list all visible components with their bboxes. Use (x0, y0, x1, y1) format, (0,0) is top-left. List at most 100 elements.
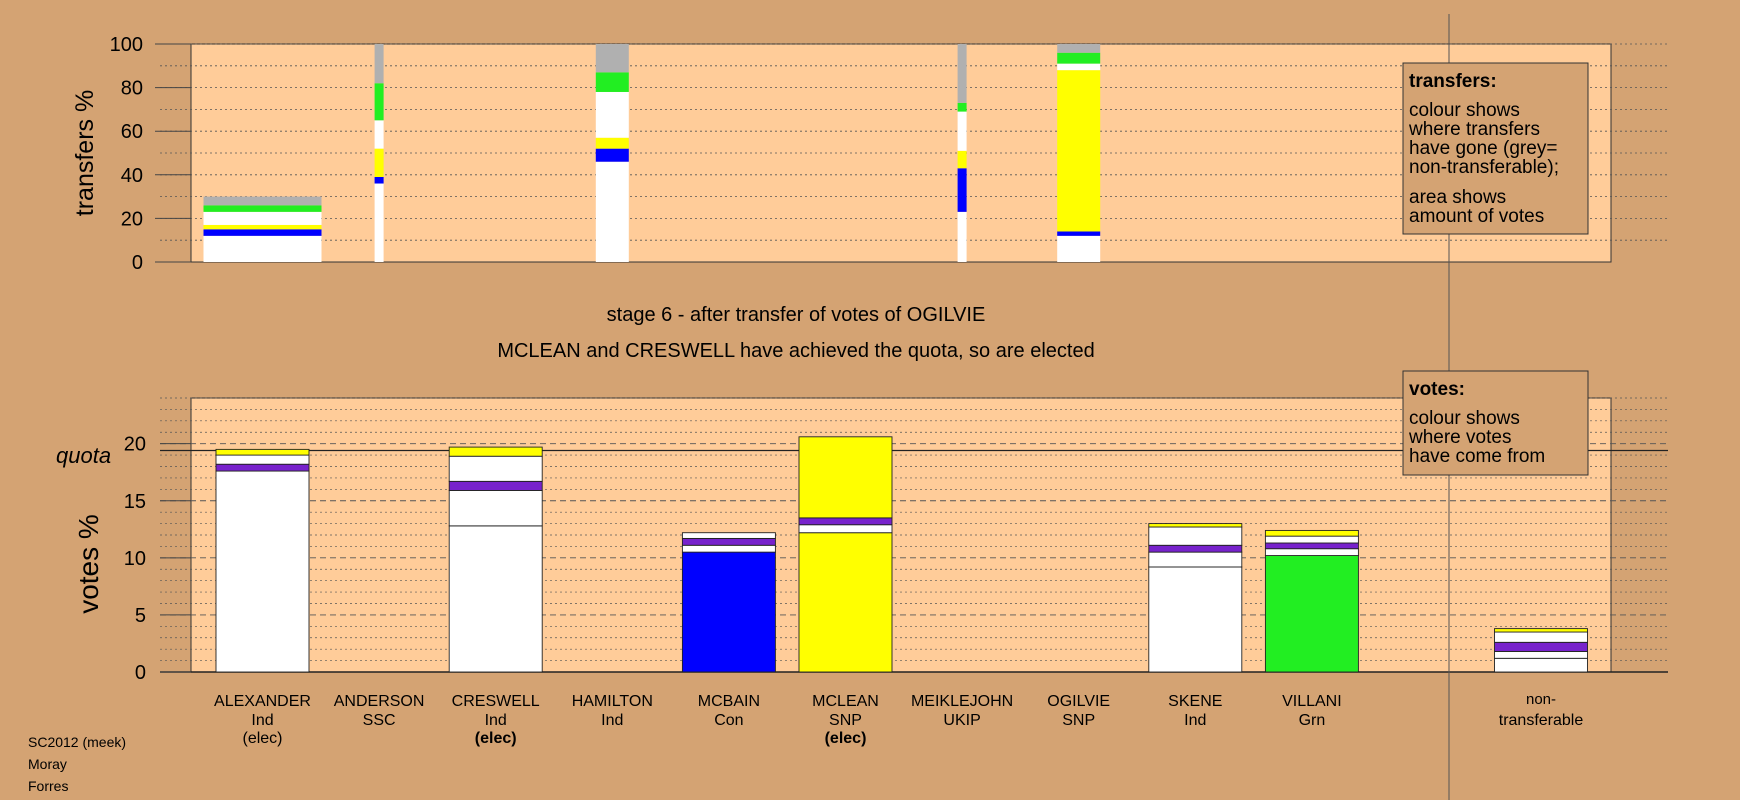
vote-segment (448, 480, 543, 491)
candidate-party: Grn (1299, 712, 1326, 729)
vote-segment (215, 463, 310, 472)
vote-segment (1264, 548, 1359, 557)
candidate-party: SNP (1062, 712, 1095, 729)
vote-segment (448, 446, 543, 457)
transfers-legend-title: transfers: (1409, 71, 1497, 92)
transfer-segment (203, 196, 322, 206)
y-tick-label: 0 (135, 662, 146, 684)
y-tick-label: 100 (110, 34, 143, 56)
footer-line: Forres (28, 778, 68, 794)
vote-segment (1148, 566, 1243, 673)
vote-segment (681, 551, 776, 673)
transfer-segment (1057, 52, 1101, 64)
vote-segment (1148, 523, 1243, 528)
votes-legend: votes: colour shows where votes have com… (1402, 370, 1589, 476)
vote-segment (1494, 657, 1588, 673)
candidate-party: UKIP (943, 712, 980, 729)
candidate-status: (elec) (242, 730, 282, 747)
candidate-name: ALEXANDER (214, 693, 311, 710)
transfer-segment (957, 150, 967, 169)
transfer-segment (957, 168, 967, 212)
votes-y-ticks: 0 5 10 15 20 (124, 434, 191, 684)
transfer-segment (203, 224, 322, 230)
vote-segment (215, 448, 310, 456)
vote-segment (1494, 631, 1588, 643)
candidate-party: Con (714, 712, 743, 729)
vote-segment (448, 490, 543, 527)
transfer-segment (595, 148, 629, 162)
y-tick-label: 0 (132, 252, 143, 274)
transfer-segment (1057, 44, 1101, 53)
vote-segment (1148, 526, 1243, 546)
transfer-segment (1057, 231, 1101, 236)
transfer-segment (203, 235, 322, 262)
transfers-legend-line: area shows (1409, 187, 1506, 208)
transfers-legend-line: where transfers (1408, 119, 1540, 140)
vote-segment (1264, 555, 1359, 673)
candidate-name: MEIKLEJOHN (911, 693, 1013, 710)
transfer-segment (595, 44, 629, 73)
transfer-segment (1057, 235, 1101, 262)
transfer-segment (957, 102, 967, 112)
transfer-segment (374, 176, 384, 184)
candidate-party: Ind (251, 712, 273, 729)
votes-legend-title: votes: (1409, 379, 1465, 400)
transfer-segment (1057, 63, 1101, 71)
transfers-legend-line: amount of votes (1409, 206, 1544, 227)
transfer-segment (203, 211, 322, 225)
stage-title: stage 6 - after transfer of votes of OGI… (607, 304, 986, 326)
quota-label: quota (56, 443, 111, 468)
candidate-party: Ind (1184, 712, 1206, 729)
transfer-segment (374, 44, 384, 84)
votes-y-axis-label: votes % (73, 514, 104, 614)
footer-line: SC2012 (meek) (28, 734, 126, 750)
transfer-segment (374, 83, 384, 121)
vote-segment (448, 525, 543, 673)
candidate-name: MCLEAN (812, 693, 879, 710)
transfers-legend: transfers: colour shows where transfers … (1402, 62, 1589, 235)
transfer-segment (374, 120, 384, 149)
y-tick-label: 20 (124, 434, 146, 456)
y-tick-label: 40 (121, 165, 143, 187)
transfers-legend-line: have gone (grey= (1409, 138, 1557, 159)
votes-legend-line: colour shows (1409, 408, 1520, 429)
votes-legend-line: have come from (1409, 446, 1545, 467)
vote-segment (681, 544, 776, 553)
candidate-party: Ind (601, 712, 623, 729)
transfers-legend-line: colour shows (1409, 100, 1520, 121)
vote-segment (1264, 535, 1359, 544)
footer-line: Moray (28, 756, 67, 772)
votes-legend-box (1402, 370, 1589, 476)
transfer-columns (203, 44, 1101, 262)
vote-bars (215, 436, 1588, 673)
transfer-segment (595, 137, 629, 149)
transfers-y-ticks: 0 20 40 60 80 100 (110, 34, 191, 274)
vote-segment (798, 517, 893, 526)
vote-segment (1264, 542, 1359, 550)
transfer-segment (957, 44, 967, 103)
vote-segment (681, 532, 776, 539)
candidate-name: MCBAIN (698, 693, 760, 710)
candidate-name: CRESWELL (452, 693, 540, 710)
candidate-name: SKENE (1168, 693, 1222, 710)
vote-segment (798, 436, 893, 519)
y-tick-label: 15 (124, 491, 146, 513)
transfer-segment (957, 211, 967, 262)
stage-subtitle: MCLEAN and CRESWELL have achieved the qu… (497, 340, 1094, 362)
candidate-labels: ALEXANDERInd(elec)ANDERSONSSCCRESWELLInd… (214, 691, 1583, 747)
candidate-name: ANDERSON (334, 693, 425, 710)
y-tick-label: 20 (121, 208, 143, 230)
y-tick-label: 5 (135, 605, 146, 627)
y-tick-label: 60 (121, 121, 143, 143)
transfer-segment (374, 183, 384, 262)
candidate-name: OGILVIE (1047, 693, 1110, 710)
nontransferable-label: non- (1526, 691, 1556, 708)
candidate-party: SNP (829, 712, 862, 729)
transfer-segment (595, 72, 629, 92)
vote-segment (681, 537, 776, 546)
transfers-y-axis-label: transfers % (71, 90, 99, 216)
y-tick-label: 10 (124, 548, 146, 570)
transfers-legend-line: non-transferable); (1409, 157, 1559, 178)
vote-segment (1148, 544, 1243, 553)
